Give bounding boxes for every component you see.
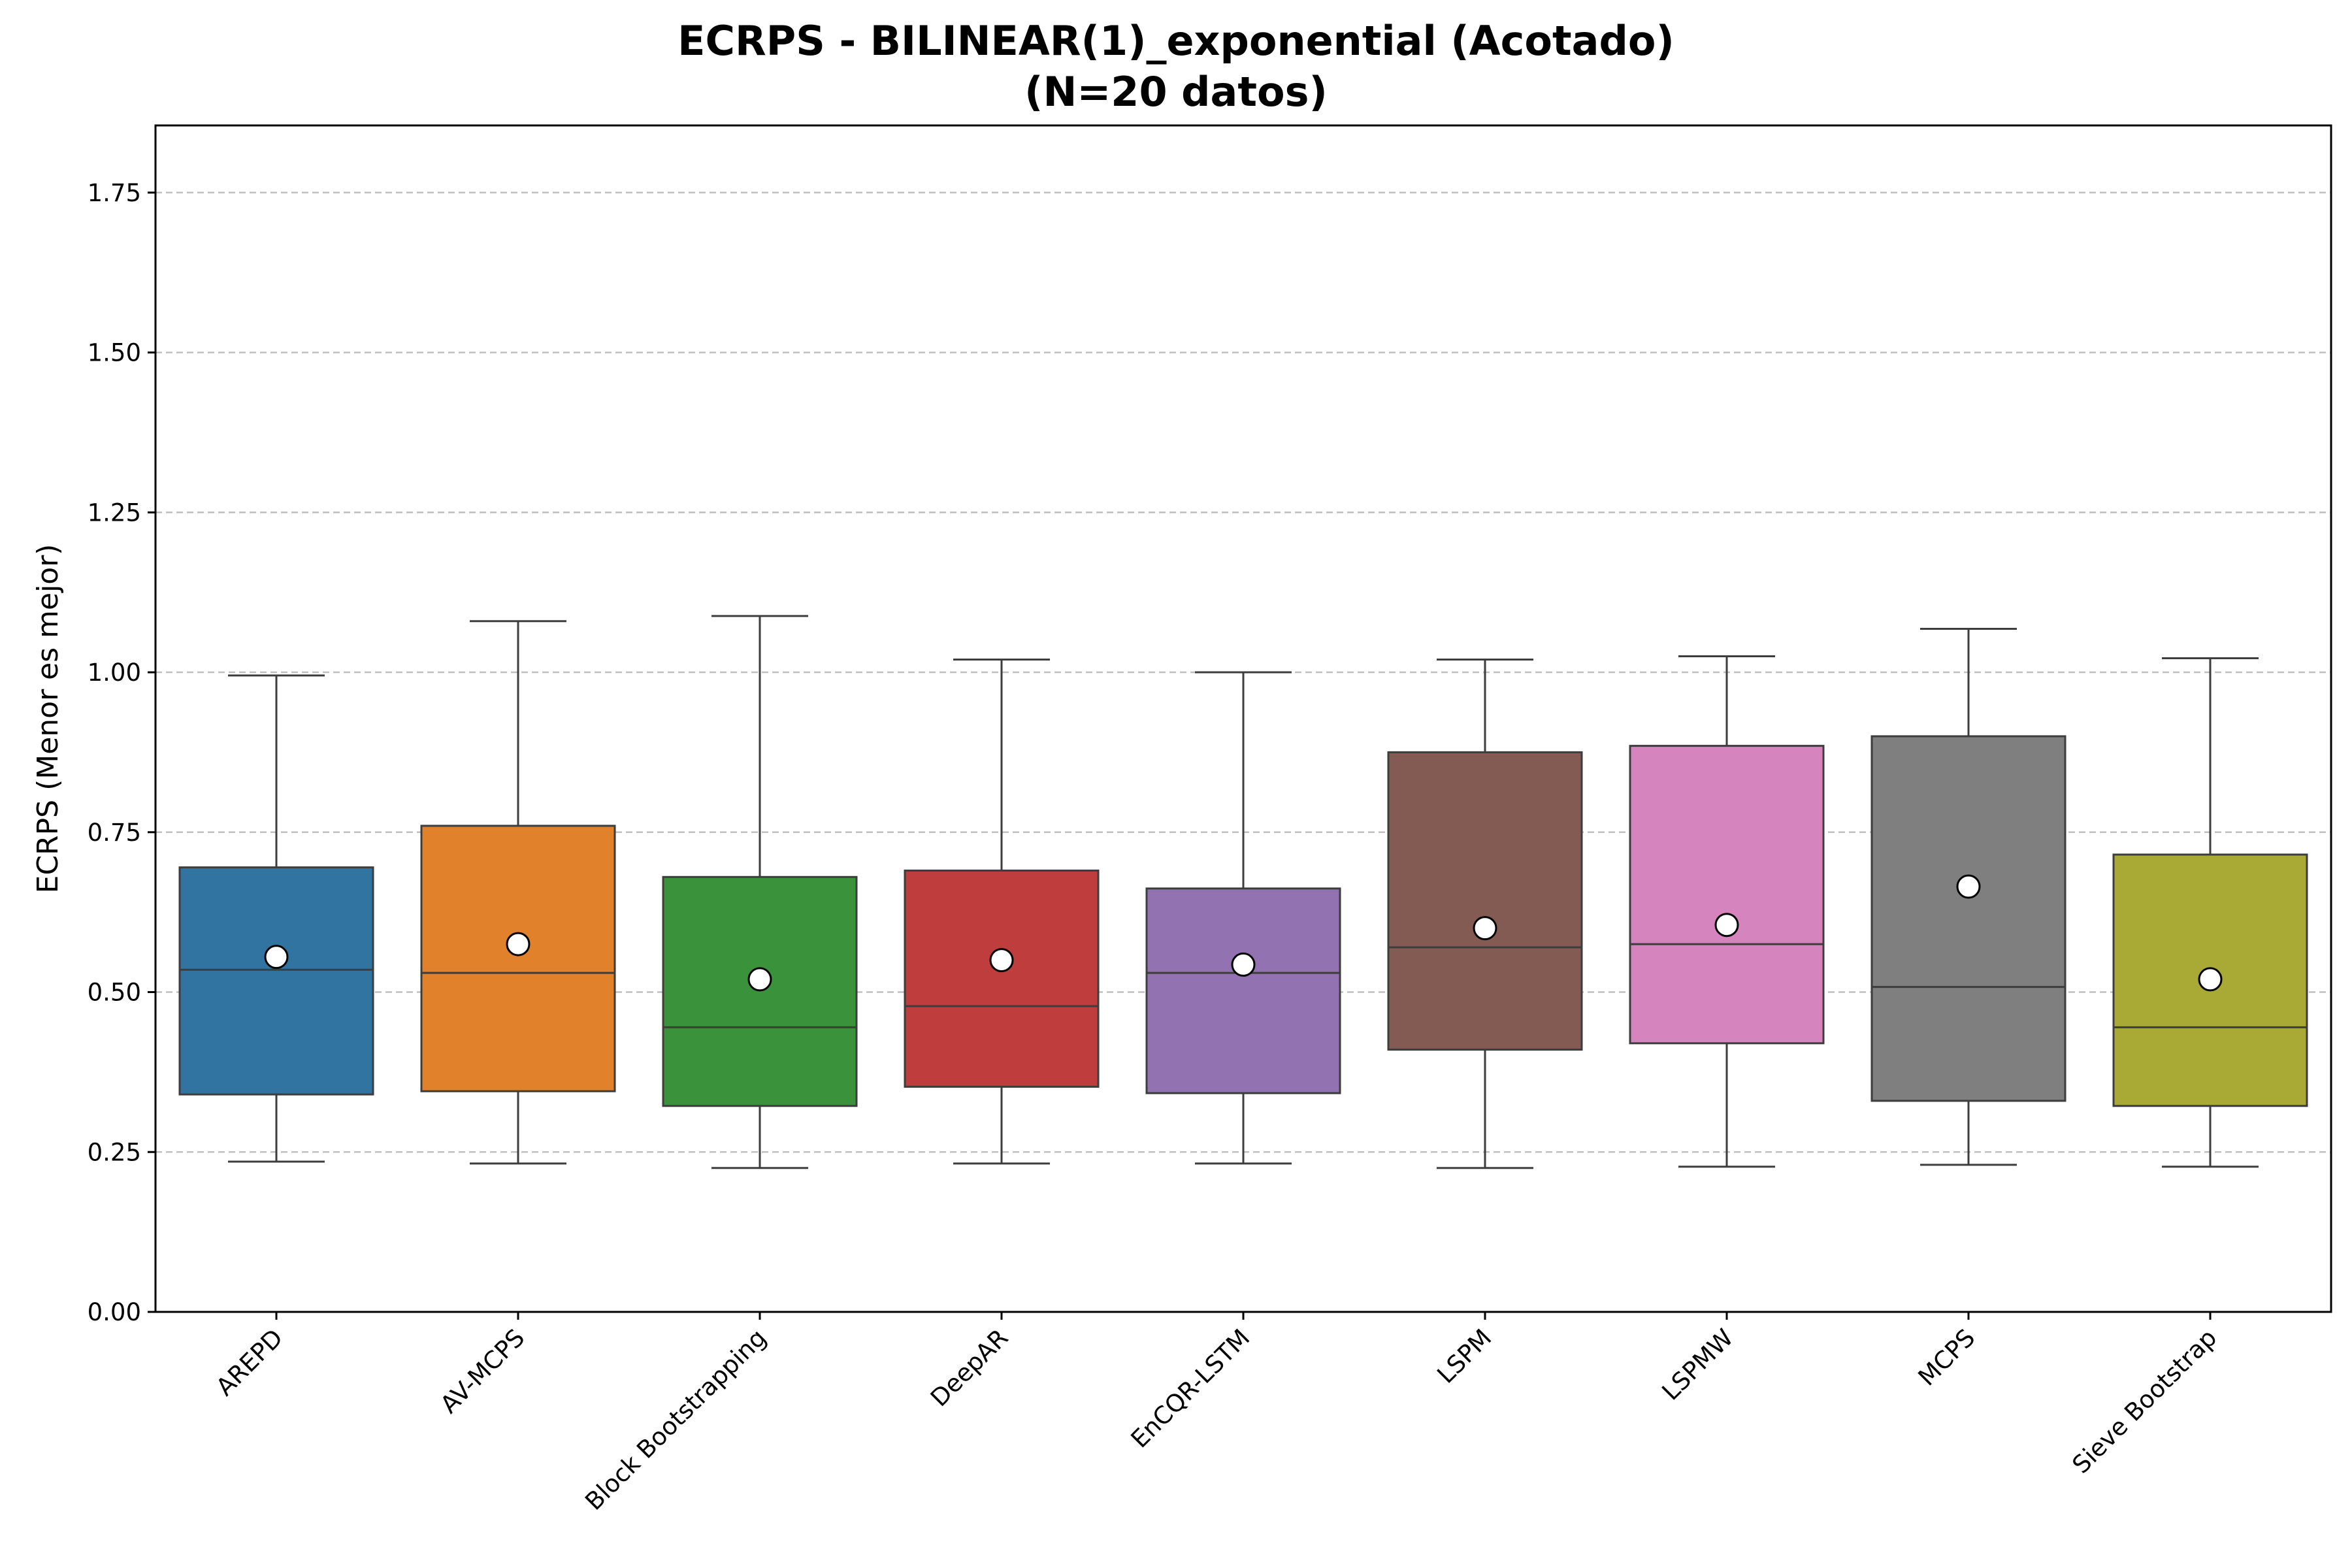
mean-marker [747, 967, 772, 992]
box-sieve-bootstrap [2112, 657, 2308, 1168]
x-tick-label: AREPD [210, 1324, 288, 1401]
iqr-box [1629, 745, 1825, 1045]
box-block-bootstrapping [662, 615, 858, 1169]
mean-marker [2198, 967, 2223, 992]
mean-marker [264, 945, 289, 970]
box-deepar [904, 658, 1100, 1165]
iqr-box [420, 825, 616, 1092]
chart-subtitle: (N=20 datos) [1024, 68, 1328, 116]
x-axis: AREPD AV-MCPS Block Bootstrapping DeepAR EnC… [210, 1312, 2222, 1516]
boxes-layer [178, 615, 2308, 1169]
x-tick-label: MCPS [1913, 1324, 1981, 1392]
x-tick-label: EnCQR-LSTM [1126, 1324, 1256, 1454]
x-tick-label: AV-MCPS [435, 1324, 531, 1419]
mean-marker [1231, 952, 1256, 977]
mean-marker [989, 948, 1014, 973]
y-tick-label: 0.00 [88, 1298, 141, 1326]
iqr-box [662, 875, 858, 1107]
y-tick-label: 0.25 [88, 1138, 141, 1166]
box-mcps [1870, 627, 2066, 1166]
chart-title: ECRPS - BILINEAR(1)_exponential (Acotado… [678, 17, 1674, 65]
y-tick-label: 0.75 [88, 819, 141, 847]
mean-marker [506, 932, 531, 956]
iqr-box [1145, 887, 1341, 1094]
y-tick-label: 1.50 [88, 339, 141, 367]
y-tick-label: 1.00 [88, 659, 141, 687]
y-axis-label: ECRPS (Menor es mejor) [31, 544, 65, 894]
mean-marker [1714, 913, 1739, 938]
iqr-box [178, 866, 374, 1096]
box-lspm [1387, 658, 1583, 1169]
x-tick-label: LSPM [1431, 1324, 1497, 1389]
iqr-box [1870, 735, 2066, 1102]
iqr-box [904, 870, 1100, 1088]
mean-marker [1956, 874, 1981, 899]
box-av-mcps [420, 620, 616, 1165]
box-arepd [178, 674, 374, 1163]
x-tick-label: Block Bootstrapping [580, 1324, 772, 1516]
box-lspmw [1629, 655, 1825, 1168]
y-tick-label: 1.75 [88, 179, 141, 207]
x-tick-label: LSPMW [1657, 1324, 1739, 1406]
mean-marker [1473, 916, 1497, 941]
y-tick-label: 1.25 [88, 498, 141, 527]
y-axis: 0.00 0.25 0.50 0.75 1.00 1.25 1.50 1.75 [88, 179, 155, 1326]
y-tick-label: 0.50 [88, 979, 141, 1007]
iqr-box [1387, 751, 1583, 1051]
x-tick-label: DeepAR [925, 1324, 1013, 1412]
x-tick-label: Sieve Bootstrap [2067, 1324, 2223, 1479]
box-encqr-lstm [1145, 671, 1341, 1165]
